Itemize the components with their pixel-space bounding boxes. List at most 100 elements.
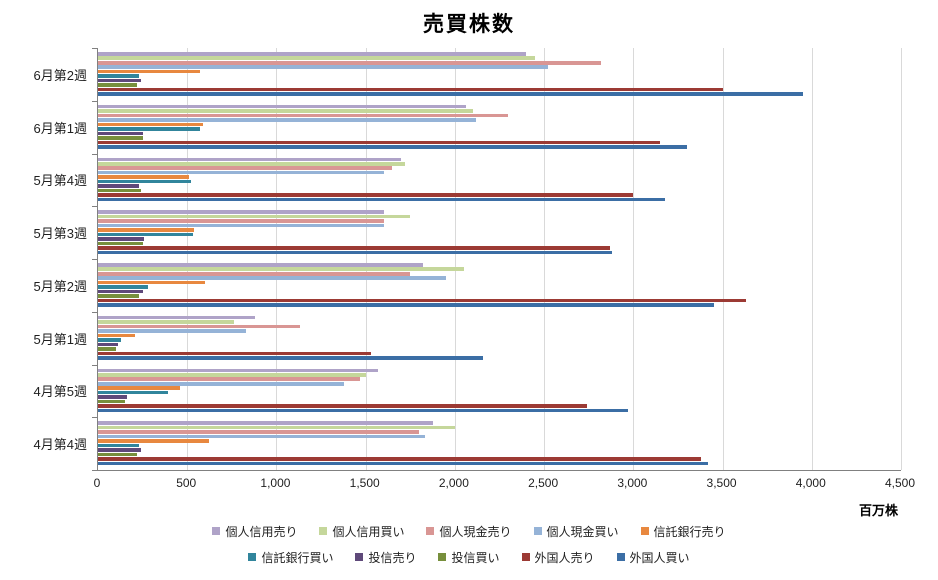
gridline bbox=[901, 48, 902, 470]
bar bbox=[98, 408, 628, 413]
category-label: 5月第1週 bbox=[33, 331, 87, 347]
bar bbox=[98, 439, 209, 443]
bar bbox=[98, 60, 602, 65]
bar bbox=[98, 104, 466, 109]
bar bbox=[98, 381, 345, 386]
bar bbox=[98, 443, 140, 448]
bar bbox=[98, 136, 143, 140]
bar bbox=[98, 315, 256, 320]
bar bbox=[98, 368, 379, 373]
gridline bbox=[811, 48, 813, 470]
legend-item: 個人現金売り bbox=[426, 523, 512, 540]
bar bbox=[98, 372, 366, 377]
bar bbox=[98, 69, 200, 74]
legend-item: 投信買い bbox=[438, 549, 500, 566]
bar bbox=[98, 298, 746, 303]
bar bbox=[98, 193, 634, 197]
bar bbox=[98, 78, 141, 83]
bar bbox=[98, 232, 193, 237]
y-axis-tick bbox=[92, 311, 97, 313]
bar bbox=[98, 395, 127, 399]
bar bbox=[98, 113, 509, 118]
x-tick-label: 3,000 bbox=[617, 476, 648, 490]
x-tick-label: 2,000 bbox=[438, 476, 469, 490]
bar bbox=[98, 421, 434, 425]
bar bbox=[98, 342, 118, 347]
bar bbox=[98, 390, 168, 395]
bar bbox=[98, 329, 247, 333]
legend-swatch-icon bbox=[355, 553, 364, 561]
x-tick-label: 0 bbox=[93, 476, 101, 490]
y-axis-labels: 6月第2週 6月第1週 5月第4週 5月第3週 5月第2週 5月第1週 4月第5週 4月第4週 bbox=[0, 48, 92, 470]
legend-swatch-icon bbox=[319, 527, 328, 535]
legend-swatch-icon bbox=[212, 527, 221, 535]
legend-label: 投信売り bbox=[368, 550, 417, 565]
legend-swatch-icon bbox=[616, 553, 625, 561]
legend-label: 個人現金売り bbox=[439, 524, 512, 539]
legend-swatch-icon bbox=[640, 527, 649, 535]
y-axis-tick bbox=[92, 364, 97, 366]
bar bbox=[98, 294, 140, 298]
legend-item: 個人信用売り bbox=[212, 523, 297, 540]
bar bbox=[98, 457, 702, 461]
bar bbox=[98, 83, 138, 87]
bar bbox=[98, 434, 425, 439]
bar bbox=[98, 184, 140, 188]
legend-item: 個人信用買い bbox=[319, 523, 404, 540]
category-label: 4月第5週 bbox=[33, 384, 87, 400]
legend-item: 個人現金買い bbox=[533, 523, 619, 540]
legend-item: 外国人売り bbox=[521, 549, 595, 566]
plot-area bbox=[97, 48, 902, 471]
category-label: 5月第4週 bbox=[33, 173, 87, 189]
bar bbox=[98, 338, 122, 342]
bar bbox=[98, 285, 148, 289]
bar bbox=[98, 267, 464, 272]
gridline bbox=[633, 48, 635, 470]
x-tick-label: 1,500 bbox=[349, 476, 380, 490]
legend-label: 投信買い bbox=[451, 550, 500, 565]
legend-label: 信託銀行買い bbox=[261, 550, 334, 565]
category-label: 6月第1週 bbox=[33, 120, 87, 136]
legend-label: 個人信用売り bbox=[225, 524, 298, 539]
bar bbox=[98, 250, 612, 255]
bar bbox=[98, 271, 411, 276]
legend-label: 外国人買い bbox=[629, 550, 690, 565]
bar bbox=[98, 179, 191, 184]
bar bbox=[98, 333, 136, 338]
bar bbox=[98, 303, 714, 307]
bar bbox=[98, 127, 200, 131]
bar bbox=[98, 161, 405, 166]
gridline bbox=[365, 48, 367, 470]
legend-item: 投信売り bbox=[355, 549, 416, 566]
bar bbox=[98, 122, 204, 127]
bar bbox=[98, 425, 455, 430]
bar bbox=[98, 223, 384, 228]
bar bbox=[98, 430, 420, 434]
gridline bbox=[276, 48, 278, 470]
bar bbox=[98, 56, 536, 61]
bar bbox=[98, 157, 402, 162]
bar bbox=[98, 263, 423, 267]
bar bbox=[98, 356, 484, 360]
bar bbox=[98, 166, 393, 171]
bar bbox=[98, 280, 206, 285]
y-axis-tick bbox=[92, 48, 97, 49]
gridline bbox=[454, 48, 456, 470]
y-axis-tick bbox=[92, 259, 97, 260]
bar bbox=[98, 324, 300, 329]
bar bbox=[98, 145, 687, 149]
bar bbox=[98, 399, 125, 404]
legend-item: 外国人買い bbox=[616, 549, 690, 566]
x-tick-label: 3,500 bbox=[706, 476, 737, 490]
bar bbox=[98, 241, 143, 246]
legend-swatch-icon bbox=[521, 553, 530, 561]
x-tick-label: 1,000 bbox=[260, 476, 291, 490]
bar bbox=[98, 118, 477, 122]
legend-label: 個人現金買い bbox=[546, 524, 619, 539]
bar bbox=[98, 92, 803, 96]
x-axis-labels: 0 500 1,000 1,500 2,000 2,500 3,000 3,500 4,000 4… bbox=[0, 476, 938, 492]
bar bbox=[98, 87, 723, 92]
bar bbox=[98, 219, 384, 223]
bar bbox=[98, 109, 473, 113]
